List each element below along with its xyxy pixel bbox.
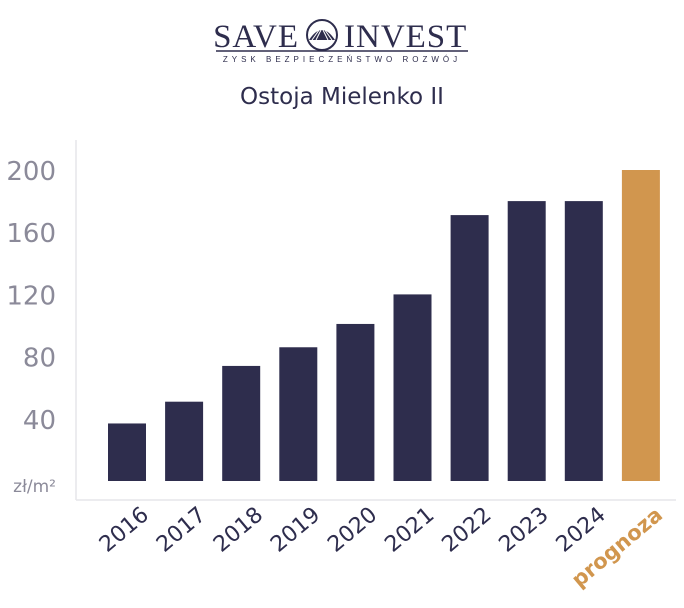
bar [450,215,489,481]
x-tick-label: 2017 [152,502,211,557]
bar [108,423,146,481]
x-tick-label: 2018 [209,502,268,557]
bar [336,323,375,481]
x-tick-label: 2022 [437,502,496,557]
shell-emblem-icon [306,19,338,51]
bar [165,401,204,481]
bar [279,347,318,481]
x-tick-label: 2016 [95,502,154,557]
chart-title: Ostoja Mielenko II [240,84,444,110]
save-invest-logo: SAVE INVEST ZYSK BEZPIECZEŃSTWO ROZWÓJ [213,19,468,64]
x-tick-label: 2023 [495,502,554,557]
y-tick-label: 80 [23,344,56,374]
bar [393,294,432,481]
y-tick-label: 40 [23,406,56,436]
plot-area: 2001601208040zł/m²2016201720182019202020… [6,140,676,592]
x-tick-label: 2020 [323,502,382,557]
logo-word-save: SAVE [213,19,299,55]
x-tick-label: 2021 [380,502,439,557]
bar-forecast [621,170,660,481]
x-tick-label: 2019 [266,502,325,557]
bar [564,201,603,481]
logo-tagline: ZYSK BEZPIECZEŃSTWO ROZWÓJ [223,55,461,64]
y-tick-label: 200 [6,157,56,187]
y-tick-label: 160 [6,219,56,249]
y-axis-unit-label: zł/m² [13,477,56,497]
logo-word-invest: INVEST [344,19,467,55]
bar [222,365,261,481]
bar [507,201,546,481]
y-tick-label: 120 [6,281,56,311]
